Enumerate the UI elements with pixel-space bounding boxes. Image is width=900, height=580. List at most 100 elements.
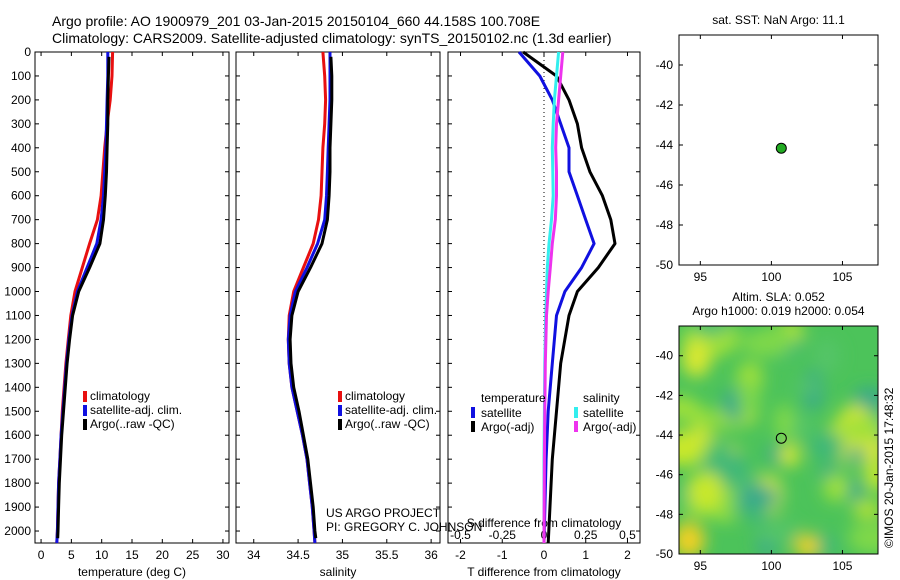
sla-blob [814,339,840,373]
sla-blob-hot [679,522,705,554]
sla-blob [848,520,878,554]
salinity-xtick-label-36: 36 [424,548,438,562]
depth-tick-label-1300: 1300 [4,356,31,370]
sla-blob [847,447,867,464]
salinity-xlabel: salinity [320,565,357,579]
pi-credit: PI: GREGORY C. JOHNSON [326,520,482,534]
diff-top-tick-3: 0.25 [574,528,598,542]
sla-blob [766,326,797,343]
depth-tick-label-900: 900 [11,261,31,275]
sla_map-ytick-label--44: -44 [656,428,674,442]
differences-series-3 [542,51,565,544]
differences-xtick-label-1: 1 [582,548,589,562]
differences-xtick-label--1: -1 [497,548,508,562]
salinity-frame [235,51,441,544]
sst_map-ytick-label--44: -44 [656,138,674,152]
legend-t-swatch-0 [471,407,475,418]
depth-tick-label-1700: 1700 [4,452,31,466]
sla-blob [851,501,878,517]
salinity-series-2 [288,56,334,539]
depth-tick-label-1500: 1500 [4,404,31,418]
sla-blob [865,460,878,492]
depth-tick-label-1800: 1800 [4,476,31,490]
depth-tick-label-0: 0 [24,45,31,59]
sla_map-ytick-label--48: -48 [656,507,674,521]
sla_map-ytick-label--50: -50 [656,547,674,561]
temperature-legend-swatch-2 [83,419,87,430]
sst_map-xtick-label-95: 95 [694,270,708,284]
sla-blob [705,440,733,453]
sla_map-xtick-label-105: 105 [832,559,852,573]
sla-blob [738,380,761,419]
sla_map-xtick-label-95: 95 [694,559,708,573]
header-line2: Climatology: CARS2009. Satellite-adjuste… [52,30,612,46]
sst_map-argo-point-0 [775,142,787,154]
diff-top-tick-0: -0.5 [450,528,471,542]
temperature-xtick-label-0: 0 [38,548,45,562]
temperature-frame [34,51,230,544]
depth-tick-label-700: 700 [11,213,31,227]
sla_map-argo-point-0 [775,432,787,444]
temperature-legend-swatch-1 [83,405,87,416]
temperature-legend-swatch-0 [83,391,87,402]
legend-temperature-title: temperature [481,391,546,405]
salinity-xtick-label-34: 34 [247,548,261,562]
temperature-xtick-label-30: 30 [216,548,230,562]
sla-blob [685,428,717,442]
sla-blob [773,403,795,441]
sla_map-ytick-label--42: -42 [656,388,674,402]
differences-series-1 [522,50,617,544]
sla_map-ytick-label--46: -46 [656,468,674,482]
sla-blob [839,416,878,441]
imos-credit: ©IMOS 20-Jan-2015 17:48:32 [882,387,896,548]
depth-tick-label-400: 400 [11,141,31,155]
legend-t-swatch-1 [471,421,475,432]
sst_map-xtick-label-105: 105 [832,270,852,284]
sla-map: 95 100 105 -50 -48 -46 -44 -42 -40 Altim. SLA: 0.… [656,290,879,573]
salinity-xtick-label-35: 35 [336,548,350,562]
sst_map-xtick-label-100: 100 [761,270,781,284]
sla-blob [791,380,821,395]
temperature-legend-label-2: Argo(..raw -QC) [90,417,175,431]
sla-blob [687,471,725,511]
temperature-legend-label-1: satellite-adj. clim. [90,403,182,417]
salinity-xtick-label-34.5: 34.5 [286,548,310,562]
sla-field [679,326,878,554]
header-line1: Argo profile: AO 1900979_201 03-Jan-2015… [52,13,540,29]
sla-field-blobs [679,326,878,554]
salinity-legend-label-1: satellite-adj. clim. [345,403,437,417]
salinity-plot: 34 34.5 35 35.5 36 salinity climatologysatelli… [235,51,441,579]
depth-tick-label-300: 300 [11,117,31,131]
sla-blob-hot2 [795,534,819,554]
sla-blob [845,479,864,502]
depth-tick-label-1200: 1200 [4,332,31,346]
legend-s-swatch-1 [574,421,578,432]
sla_map-frame [678,325,879,555]
sla_map-ytick-label--40: -40 [656,349,674,363]
sla-blob [713,508,736,522]
depth-tick-label-600: 600 [11,189,31,203]
sla-blob [779,443,800,467]
temperature-plot: 0100200300400500600700800900100011001200… [4,45,230,579]
depth-tick-label-500: 500 [11,165,31,179]
diff-top-tick-1: -0.25 [489,528,517,542]
depth-tick-label-1000: 1000 [4,285,31,299]
sst_map-ytick-label--46: -46 [656,178,674,192]
differences-xlabel: T difference from climatology [467,565,621,579]
legend-s-label-1: Argo(-adj) [583,420,636,434]
sla-blob [734,484,780,511]
depth-tick-label-2000: 2000 [4,524,31,538]
sst_map-ytick-label--48: -48 [656,218,674,232]
temperature-series-2 [56,56,111,539]
salinity-legend-swatch-0 [338,391,342,402]
legend-s-label-0: satellite [583,406,624,420]
legend-salinity-title: salinity [583,391,620,405]
sst_map-frame [678,34,879,266]
sst_map-title: sat. SST: NaN Argo: 11.1 [712,13,845,27]
salinity-legend-swatch-1 [338,405,342,416]
depth-tick-label-1100: 1100 [5,308,31,322]
salinity-legend-label-0: climatology [345,389,405,403]
diff-top-tick-4: 0.5 [619,528,636,542]
